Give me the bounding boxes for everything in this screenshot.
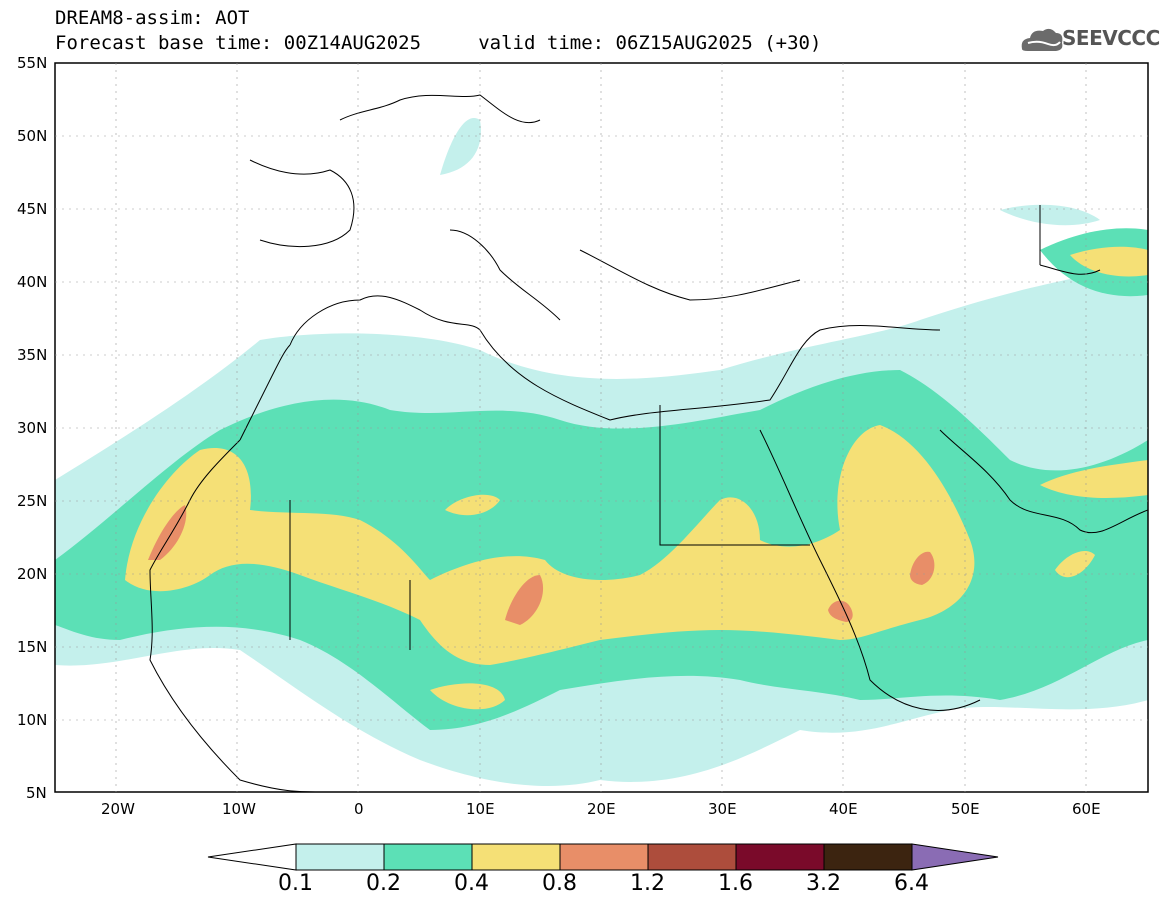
lat-label: 20N bbox=[17, 565, 48, 583]
map-title: DREAM8-assim: AOT bbox=[55, 7, 250, 29]
colorbar-segment-5 bbox=[647, 843, 737, 871]
logo-text: SEEVCCC bbox=[1062, 26, 1160, 50]
colorbar-label: 0.4 bbox=[454, 871, 489, 896]
lat-label: 30N bbox=[17, 419, 48, 437]
colorbar-segment-1 bbox=[295, 843, 385, 871]
lon-label: 0 bbox=[354, 800, 364, 818]
lat-label: 50N bbox=[17, 127, 48, 145]
colorbar-right-arrow bbox=[911, 843, 999, 871]
colorbar-label: 1.2 bbox=[630, 871, 665, 896]
lon-label: 40E bbox=[829, 800, 858, 818]
lat-label: 45N bbox=[17, 200, 48, 218]
lat-label: 40N bbox=[17, 273, 48, 291]
colorbar-label: 6.4 bbox=[894, 871, 929, 896]
colorbar-label: 3.2 bbox=[806, 871, 841, 896]
aot-band-0.4-oman bbox=[1055, 550, 1095, 578]
colorbar-left-arrow bbox=[207, 843, 297, 871]
lat-label: 35N bbox=[17, 346, 48, 364]
colorbar-label: 0.1 bbox=[278, 871, 313, 896]
colorbar-segment-4 bbox=[559, 843, 649, 871]
lat-label: 25N bbox=[17, 492, 48, 510]
lon-label: 60E bbox=[1072, 800, 1101, 818]
colorbar-segment-2 bbox=[383, 843, 473, 871]
colorbar-label: 0.2 bbox=[366, 871, 401, 896]
aot-band-0.4-gulf bbox=[1040, 460, 1148, 498]
colorbar-segment-3 bbox=[471, 843, 561, 871]
aot-band-0.8-mauritania bbox=[148, 505, 187, 560]
map-subtitle: Forecast base time: 00Z14AUG2025 valid t… bbox=[55, 32, 822, 54]
grid-lines bbox=[55, 63, 1148, 792]
lat-label: 15N bbox=[17, 638, 48, 656]
colorbar-segment-7 bbox=[823, 843, 913, 871]
lon-label: 10E bbox=[466, 800, 495, 818]
lon-label: 20E bbox=[587, 800, 616, 818]
colorbar-label: 0.8 bbox=[542, 871, 577, 896]
aot-band-0.4 bbox=[125, 425, 975, 665]
lon-label: 30E bbox=[708, 800, 737, 818]
cloud-logo-icon bbox=[1021, 28, 1063, 51]
map-frame bbox=[54, 62, 1149, 793]
aot-band-0.8-sudan bbox=[828, 600, 853, 622]
aot-band-0.4-caspian bbox=[1070, 246, 1148, 277]
colorbar-label: 1.6 bbox=[718, 871, 753, 896]
lon-label: 50E bbox=[951, 800, 980, 818]
aot-band-0.4-sahara bbox=[445, 494, 500, 516]
lat-label: 55N bbox=[17, 54, 48, 72]
lat-label: 5N bbox=[26, 784, 47, 802]
coastlines bbox=[149, 94, 1148, 792]
lat-label: 10N bbox=[17, 711, 48, 729]
colorbar bbox=[207, 843, 999, 871]
lon-label: 20W bbox=[101, 800, 135, 818]
aot-band-0.1-caspian bbox=[1000, 204, 1100, 226]
lon-label: 10W bbox=[222, 800, 256, 818]
aot-band-0.8-niger bbox=[505, 575, 544, 625]
aot-band-0.4-chad bbox=[430, 683, 505, 710]
aot-field bbox=[55, 118, 1148, 786]
aot-band-0.8-arabia bbox=[910, 551, 935, 585]
aot-band-0.1-north bbox=[440, 118, 481, 175]
colorbar-segment-6 bbox=[735, 843, 825, 871]
